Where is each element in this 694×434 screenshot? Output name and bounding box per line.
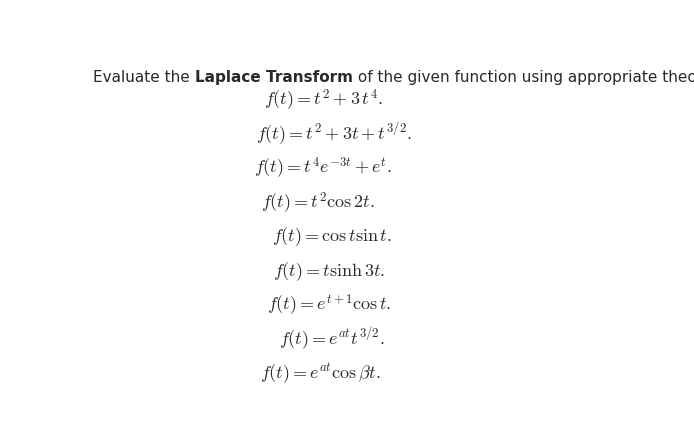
Text: $f(t) = t^2 + 3\,t^4.$: $f(t) = t^2 + 3\,t^4.$ (264, 88, 383, 113)
Text: $f(t) = e^{at}t^{3/2}.$: $f(t) = e^{at}t^{3/2}.$ (278, 326, 384, 353)
Text: $f(t) = e^{t+1} \cos t.$: $f(t) = e^{t+1} \cos t.$ (266, 293, 391, 318)
Text: $f(t) = t^2 + 3t + t^{3/2}.$: $f(t) = t^2 + 3t + t^{3/2}.$ (256, 121, 412, 148)
Text: $f(t) = t^2 \cos 2t.$: $f(t) = t^2 \cos 2t.$ (261, 190, 375, 216)
Text: $f(t) = t^4 e^{-3t} + e^t.$: $f(t) = t^4 e^{-3t} + e^t.$ (254, 156, 393, 181)
Text: Laplace Transform: Laplace Transform (195, 70, 353, 85)
Text: of the given function using appropriate theorems.: of the given function using appropriate … (353, 70, 694, 85)
Text: $f(t) = t \sinh 3t.$: $f(t) = t \sinh 3t.$ (273, 260, 385, 283)
Text: $f(t) = \cos t \sin t.$: $f(t) = \cos t \sin t.$ (271, 226, 391, 248)
Text: Evaluate the: Evaluate the (93, 70, 195, 85)
Text: $f(t) = e^{at} \cos \beta t.$: $f(t) = e^{at} \cos \beta t.$ (260, 362, 381, 386)
